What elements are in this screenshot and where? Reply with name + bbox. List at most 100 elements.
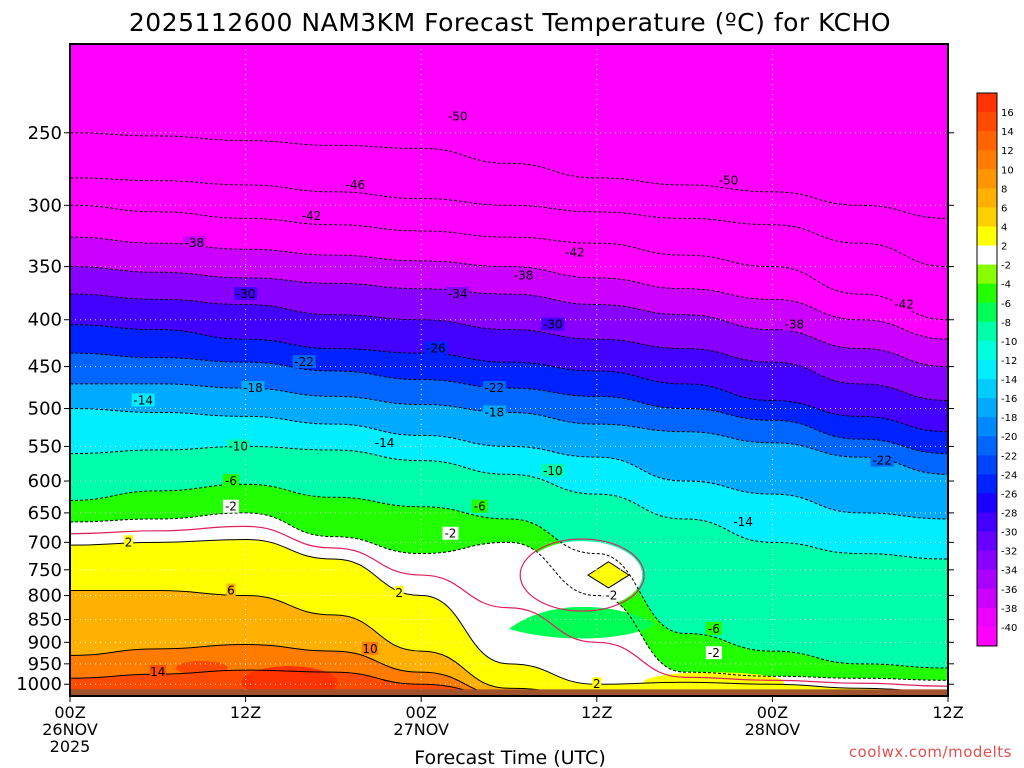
isotherm--30 (70, 293, 948, 401)
colorbar-tick-label: -22 (1001, 451, 1017, 462)
temperature-bands (70, 44, 948, 696)
x-tick-label: 28NOV (745, 720, 801, 739)
contour-label: -22 (294, 355, 314, 369)
isotherm--10 (70, 445, 948, 560)
colorbar-swatch (977, 417, 997, 437)
colorbar-swatch (977, 474, 997, 494)
colorbar-swatch (977, 512, 997, 532)
contour-label: 6 (227, 583, 235, 597)
contour-label-bg (482, 405, 506, 419)
colorbar-swatch (977, 359, 997, 380)
colorbar-swatch (977, 93, 997, 113)
colorbar-tick-label: -16 (1001, 394, 1017, 405)
cold-tongue (509, 606, 656, 639)
y-axis-ticks: 2503003504004505005506006507007508008509… (16, 123, 954, 695)
colorbar-swatch (977, 436, 997, 456)
colorbar-swatch (977, 588, 997, 609)
plot-area: -50-46-42-38-50-42-38-34-30-30 -38-42-26-… (70, 44, 948, 696)
colorbar-tick-label: -24 (1001, 470, 1017, 481)
colorbar-swatch (977, 493, 997, 513)
colorbar-tick-label: -14 (1001, 375, 1017, 386)
contour-label-bg (234, 287, 258, 301)
contour-label: -2 (225, 500, 237, 514)
contour-label-bg (705, 646, 722, 660)
contour-labels: -50-46-42-38-50-42-38-34-30-30 -38-42-26-… (124, 109, 916, 691)
y-tick-label: 700 (28, 532, 62, 553)
x-tick-label: 00Z (54, 703, 85, 722)
colorbar-swatch (977, 264, 997, 284)
contour-label-bg (394, 585, 404, 599)
isotherm--26 (70, 324, 948, 433)
colorbar-swatch (977, 131, 997, 151)
contour-label-bg (343, 177, 367, 191)
y-tick-label: 800 (28, 585, 62, 606)
colorbar-tick-label: 16 (1001, 108, 1014, 119)
contour-label: 2 (125, 535, 133, 549)
freezing-line-0 (70, 525, 948, 687)
contour-label: -10 (543, 464, 563, 478)
warm-cell-14 (175, 661, 228, 676)
contour-label: -6 (708, 622, 720, 636)
contour-label: -14 (733, 515, 753, 529)
contour-label: -38 (785, 318, 805, 332)
contour-label: -2 (708, 646, 720, 660)
colorbar-swatch (977, 398, 997, 418)
contour-label-bg (226, 583, 236, 597)
contour-label-bg (442, 526, 459, 540)
y-tick-label: 400 (28, 310, 62, 331)
contour-label: -30 (543, 318, 563, 332)
colorbar-swatch (977, 455, 997, 475)
isotherm--46 (70, 177, 948, 268)
colorbar-swatch (977, 226, 997, 246)
contour-label: -38 (514, 269, 534, 283)
y-tick-label: 300 (28, 195, 62, 216)
y-tick-label: 250 (28, 123, 62, 144)
contour-label-bg (222, 499, 239, 513)
y-tick-label: 950 (28, 654, 62, 675)
contour-label: -6 (474, 500, 486, 514)
contour-label-bg (424, 341, 448, 355)
colorbar-swatch (977, 550, 997, 571)
contour-label: -46 (346, 178, 366, 192)
contour-label: -22 (872, 454, 892, 468)
warm-cell-16 (241, 666, 338, 696)
y-tick-label: 750 (28, 560, 62, 581)
grid-lines (70, 44, 948, 696)
colorbar-tick-label: -34 (1001, 566, 1017, 577)
x-axis-label: Forecast Time (UTC) (414, 747, 605, 768)
plot-frame (69, 43, 949, 697)
colorbar-tick-label: -12 (1001, 356, 1017, 367)
contour-label-bg (892, 297, 916, 311)
y-tick-label: 500 (28, 399, 62, 420)
colorbar-swatch (977, 340, 997, 361)
y-tick-label: 450 (28, 357, 62, 378)
colorbar-swatch (977, 302, 997, 323)
colorbar-tick-label: 8 (1001, 184, 1007, 195)
contour-label-bg (541, 317, 565, 331)
contour-label-bg (482, 381, 506, 395)
colorbar-tick-label: -40 (1001, 623, 1017, 634)
y-tick-label: 1000 (16, 674, 62, 695)
colorbar-tick-label: -2 (1001, 261, 1011, 272)
contour-label: -14 (375, 436, 395, 450)
contour-label-bg (299, 208, 323, 222)
colorbar-swatch (977, 150, 997, 170)
x-tick-label: 12Z (932, 703, 963, 722)
colorbar-tick-label: 10 (1001, 165, 1014, 176)
isotherm--42 (70, 204, 948, 321)
colorbar-tick-label: -28 (1001, 509, 1017, 520)
contour-label-bg (870, 453, 894, 467)
contour-label-bg (541, 463, 565, 477)
colorbar-tick-label: 2 (1001, 242, 1007, 253)
colorbar-swatch (977, 626, 997, 647)
colorbar-swatch (977, 188, 997, 208)
contour-label: 10 (362, 642, 377, 656)
isotherm--22 (70, 352, 948, 455)
contour-label-bg (592, 677, 602, 691)
colorbar-swatch (977, 607, 997, 628)
contour-label-bg (124, 535, 134, 549)
colorbar-swatch (977, 283, 997, 304)
ground-surface (70, 689, 948, 696)
y-tick-label: 850 (28, 610, 62, 631)
